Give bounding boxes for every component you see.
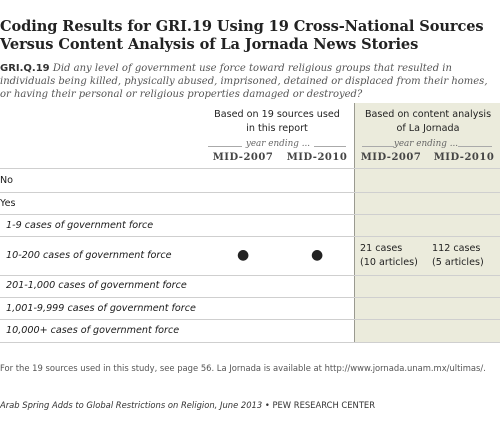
table-bottom-divider [0, 342, 500, 343]
year-ending-label-1: year ending ... [245, 139, 311, 149]
jornada-group-header: Based on content analysis of La Jornada [356, 108, 500, 136]
column-header-sources-2007: MID-2007 [212, 152, 274, 163]
row-label-201-1000: 201-1,000 cases of government force [6, 280, 187, 291]
question-code: GRI.Q.19 [0, 63, 50, 74]
sources-group-header-line1: Based on 19 sources used [214, 109, 340, 120]
cell-jornada-2010-articles: (5 articles) [432, 257, 484, 268]
footnote: For the 19 sources used in this study, s… [0, 363, 486, 373]
column-header-sources-2010: MID-2010 [286, 152, 348, 163]
year-ending-label-2: year ending ... [393, 139, 459, 149]
page-title: Coding Results for GRI.19 Using 19 Cross… [0, 18, 484, 53]
row-divider [0, 275, 500, 276]
bullet-sources-2010: ● [311, 247, 324, 263]
jornada-group-header-line2: of La Jornada [396, 123, 460, 134]
year-ending-rule-left-1 [208, 146, 242, 147]
header-divider [0, 168, 500, 169]
cell-jornada-2007-cases: 21 cases [360, 243, 403, 254]
source-line: Arab Spring Adds to Global Restrictions … [0, 400, 375, 410]
year-ending-rule-right-2 [458, 146, 492, 147]
source-separator: • [262, 400, 273, 410]
row-label-no: No [0, 175, 14, 186]
question-body: Did any level of government use force to… [0, 63, 488, 100]
la-jornada-shaded-column [354, 103, 500, 343]
cell-jornada-2010: 112 cases (5 articles) [432, 242, 484, 270]
row-label-1-9: 1-9 cases of government force [6, 220, 154, 231]
cell-jornada-2010-cases: 112 cases [432, 243, 481, 254]
sources-group-header: Based on 19 sources used in this report [206, 108, 348, 136]
column-header-jornada-2007: MID-2007 [360, 152, 422, 163]
source-report: Arab Spring Adds to Global Restrictions … [0, 400, 263, 410]
row-label-1001-9999: 1,001-9,999 cases of government force [6, 303, 196, 314]
sources-group-header-line2: in this report [246, 123, 308, 134]
bullet-sources-2007: ● [237, 247, 250, 263]
year-ending-rule-left-2 [362, 146, 394, 147]
question-text: GRI.Q.19 Did any level of government use… [0, 62, 500, 101]
column-divider [354, 103, 355, 343]
column-header-jornada-2010: MID-2010 [433, 152, 495, 163]
source-org: PEW RESEARCH CENTER [272, 400, 376, 410]
row-divider [0, 319, 500, 320]
row-label-10-200: 10-200 cases of government force [6, 250, 172, 261]
row-divider [0, 192, 500, 193]
row-divider [0, 297, 500, 298]
cell-jornada-2007: 21 cases (10 articles) [360, 242, 418, 270]
row-divider [0, 236, 500, 237]
row-label-10000-plus: 10,000+ cases of government force [6, 325, 180, 336]
cell-jornada-2007-articles: (10 articles) [360, 257, 418, 268]
row-divider [0, 214, 500, 215]
row-label-yes: Yes [0, 198, 16, 209]
year-ending-rule-right-1 [314, 146, 346, 147]
jornada-group-header-line1: Based on content analysis [364, 109, 492, 120]
